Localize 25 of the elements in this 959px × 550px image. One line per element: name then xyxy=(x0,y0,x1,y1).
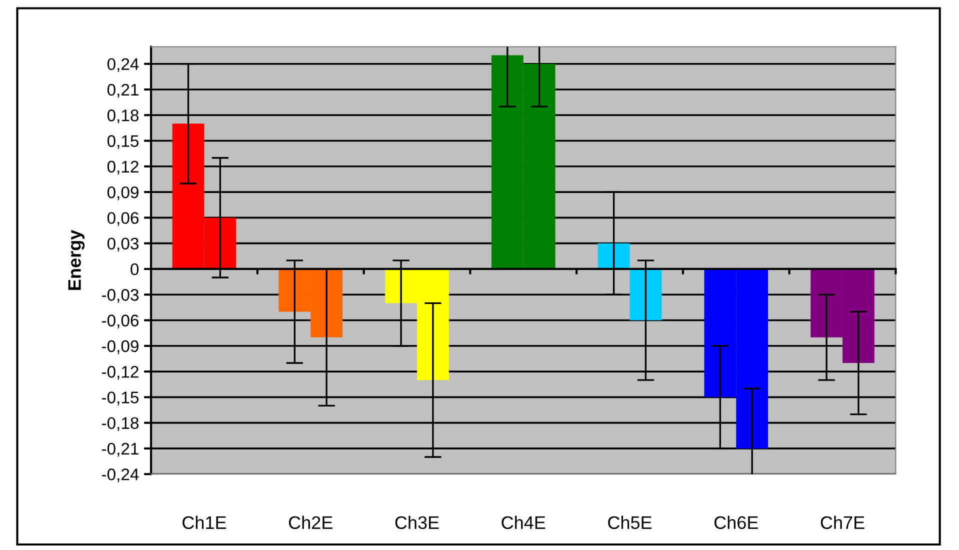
x-tick-label: Ch2E xyxy=(288,516,332,530)
x-tick-label: Ch5E xyxy=(608,516,652,530)
y-tick-label: -0,09 xyxy=(102,340,138,354)
x-tick-label: Ch6E xyxy=(714,516,758,530)
y-tick-label: 0,06 xyxy=(107,212,139,226)
y-tick-label: -0,03 xyxy=(102,289,139,303)
y-tick-label: -0,12 xyxy=(102,366,138,380)
x-tick-label: Ch1E xyxy=(182,516,226,530)
y-tick-label: 0,12 xyxy=(107,160,138,175)
y-tick-label: 0,18 xyxy=(107,110,139,124)
y-tick-label: -0,18 xyxy=(102,417,139,431)
y-tick-label: 0,15 xyxy=(107,135,139,149)
y-tick-label: 0,09 xyxy=(107,186,138,200)
y-tick-label: -0,06 xyxy=(102,314,139,328)
x-tick-label: Ch4E xyxy=(502,516,546,530)
y-tick-label: 0 xyxy=(130,263,139,276)
y-tick-label: 0,21 xyxy=(107,84,138,98)
y-tick-label: -0,21 xyxy=(102,442,138,457)
y-tick-label: -0,24 xyxy=(102,468,139,482)
x-tick-label: Ch7E xyxy=(820,516,864,530)
y-tick-label: 0,03 xyxy=(107,238,139,252)
x-tick-label: Ch3E xyxy=(395,516,439,530)
y-axis-title: Energy xyxy=(68,230,85,290)
y-tick-label: 0,24 xyxy=(107,58,139,72)
y-tick-label: -0,15 xyxy=(102,392,139,406)
